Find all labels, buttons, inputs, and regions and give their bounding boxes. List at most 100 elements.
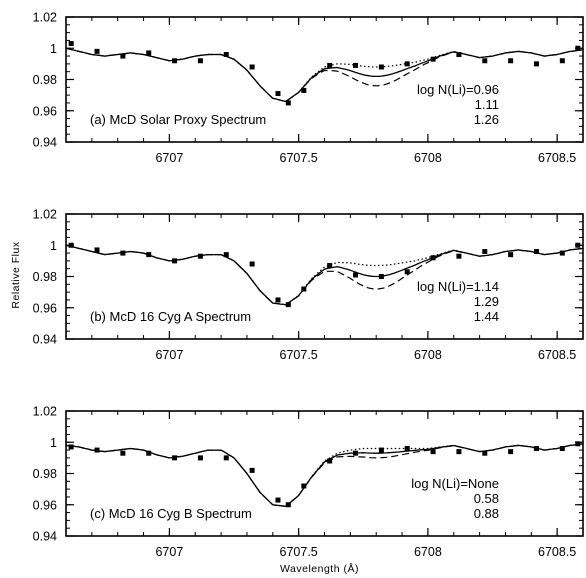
- observed-point: [559, 250, 565, 256]
- observed-point: [223, 52, 229, 57]
- observed-point: [575, 45, 581, 51]
- li-abundance-label: 0.88: [474, 506, 499, 521]
- observed-point: [533, 446, 539, 451]
- li-abundance-label: 1.44: [474, 309, 499, 324]
- observed-point: [327, 458, 333, 464]
- x-tick-label: 6707: [155, 545, 183, 559]
- panel-title: (b) McD 16 Cyg A Spectrum: [90, 309, 251, 324]
- x-tick-label: 6707.5: [280, 151, 318, 165]
- observed-point: [430, 255, 436, 261]
- y-tick-label: 0.96: [33, 301, 57, 315]
- li-abundance-label: 1.11: [475, 97, 499, 112]
- observed-point: [301, 483, 307, 489]
- observed-point: [120, 250, 126, 256]
- observed-point: [197, 455, 203, 461]
- y-tick-label: 1.02: [33, 208, 57, 222]
- y-tick-label: 1: [50, 42, 57, 56]
- observed-point: [301, 87, 307, 93]
- x-tick-label: 6708: [414, 545, 442, 559]
- observed-point: [68, 41, 74, 47]
- observed-point: [172, 258, 178, 264]
- observed-point: [353, 62, 359, 68]
- y-axis-label: Relative Flux: [10, 241, 22, 308]
- observed-point: [456, 449, 462, 455]
- observed-point: [430, 56, 436, 62]
- li-abundance-label: log N(Li)=1.14: [417, 279, 499, 294]
- y-tick-label: 0.94: [33, 333, 57, 347]
- y-tick-label: 0.98: [33, 270, 57, 284]
- y-tick-label: 1: [50, 436, 57, 450]
- li-abundance-label: log N(Li)=0.96: [417, 82, 499, 97]
- observed-point: [249, 261, 255, 267]
- panel-title: (c) McD 16 Cyg B Spectrum: [90, 506, 252, 521]
- observed-point: [197, 58, 203, 64]
- x-tick-label: 6708: [414, 151, 442, 165]
- x-tick-label: 6707: [155, 348, 183, 362]
- observed-point: [94, 447, 100, 453]
- observed-point: [327, 263, 333, 269]
- observed-point: [430, 449, 436, 455]
- panel-b: 0.94 0.96 0.98 1 1.02 6707 6707.5 6708 6708.5 (b)…: [33, 208, 584, 362]
- observed-point: [146, 252, 152, 258]
- y-tick-label: 0.98: [33, 73, 57, 87]
- observed-point: [559, 446, 565, 451]
- observed-point: [456, 253, 462, 259]
- model-line-li-high: [65, 443, 584, 508]
- observed-point: [68, 242, 74, 248]
- observed-point: [533, 249, 539, 254]
- observed-point: [223, 252, 229, 258]
- observed-point: [301, 286, 307, 292]
- observed-point: [508, 58, 514, 64]
- observed-point: [456, 52, 462, 57]
- observed-point: [508, 449, 514, 455]
- panel-title: (a) McD Solar Proxy Spectrum: [90, 112, 266, 127]
- observed-point: [404, 446, 410, 451]
- y-tick-label: 1.02: [33, 11, 57, 25]
- model-line-li-mid: [65, 47, 584, 103]
- model-line-li-high: [65, 47, 584, 103]
- observed-point: [285, 100, 291, 106]
- x-tick-label: 6708: [414, 348, 442, 362]
- observed-point: [120, 450, 126, 456]
- observed-point: [172, 455, 178, 461]
- observed-point: [353, 272, 359, 278]
- observed-point: [482, 450, 488, 456]
- observed-point: [249, 64, 255, 70]
- observed-point: [146, 450, 152, 456]
- observed-point: [353, 450, 359, 456]
- y-tick-label: 1.02: [33, 405, 57, 419]
- observed-point: [146, 50, 152, 56]
- y-tick-label: 1: [50, 239, 57, 253]
- observed-point: [508, 252, 514, 258]
- observed-point: [172, 58, 178, 64]
- observed-point: [482, 58, 488, 64]
- x-tick-label: 6707: [155, 151, 183, 165]
- observed-point: [275, 497, 281, 503]
- x-tick-label: 6707.5: [280, 348, 318, 362]
- model-line-li-low: [65, 244, 584, 306]
- model-line-li-low: [65, 47, 584, 103]
- observed-point: [533, 61, 539, 67]
- observed-point: [120, 53, 126, 59]
- observed-point: [94, 247, 100, 253]
- observed-point: [249, 467, 255, 473]
- x-tick-label: 6708.5: [538, 151, 576, 165]
- observed-point: [197, 253, 203, 259]
- x-tick-label: 6708.5: [538, 545, 576, 559]
- observed-point: [482, 249, 488, 254]
- observed-point: [68, 444, 74, 450]
- y-tick-label: 0.98: [33, 467, 57, 481]
- observed-point: [223, 455, 229, 461]
- observed-point: [378, 274, 384, 279]
- model-line-li-mid: [65, 443, 584, 507]
- observed-point: [285, 502, 291, 508]
- observed-point: [285, 302, 291, 308]
- y-tick-label: 0.94: [33, 136, 57, 150]
- x-axis-label: Wavelength (Å): [280, 562, 359, 575]
- observed-point: [94, 48, 100, 54]
- observed-point: [559, 58, 565, 64]
- li-abundance-label: 0.58: [474, 491, 499, 506]
- y-tick-label: 0.96: [33, 498, 57, 512]
- observed-point: [378, 64, 384, 70]
